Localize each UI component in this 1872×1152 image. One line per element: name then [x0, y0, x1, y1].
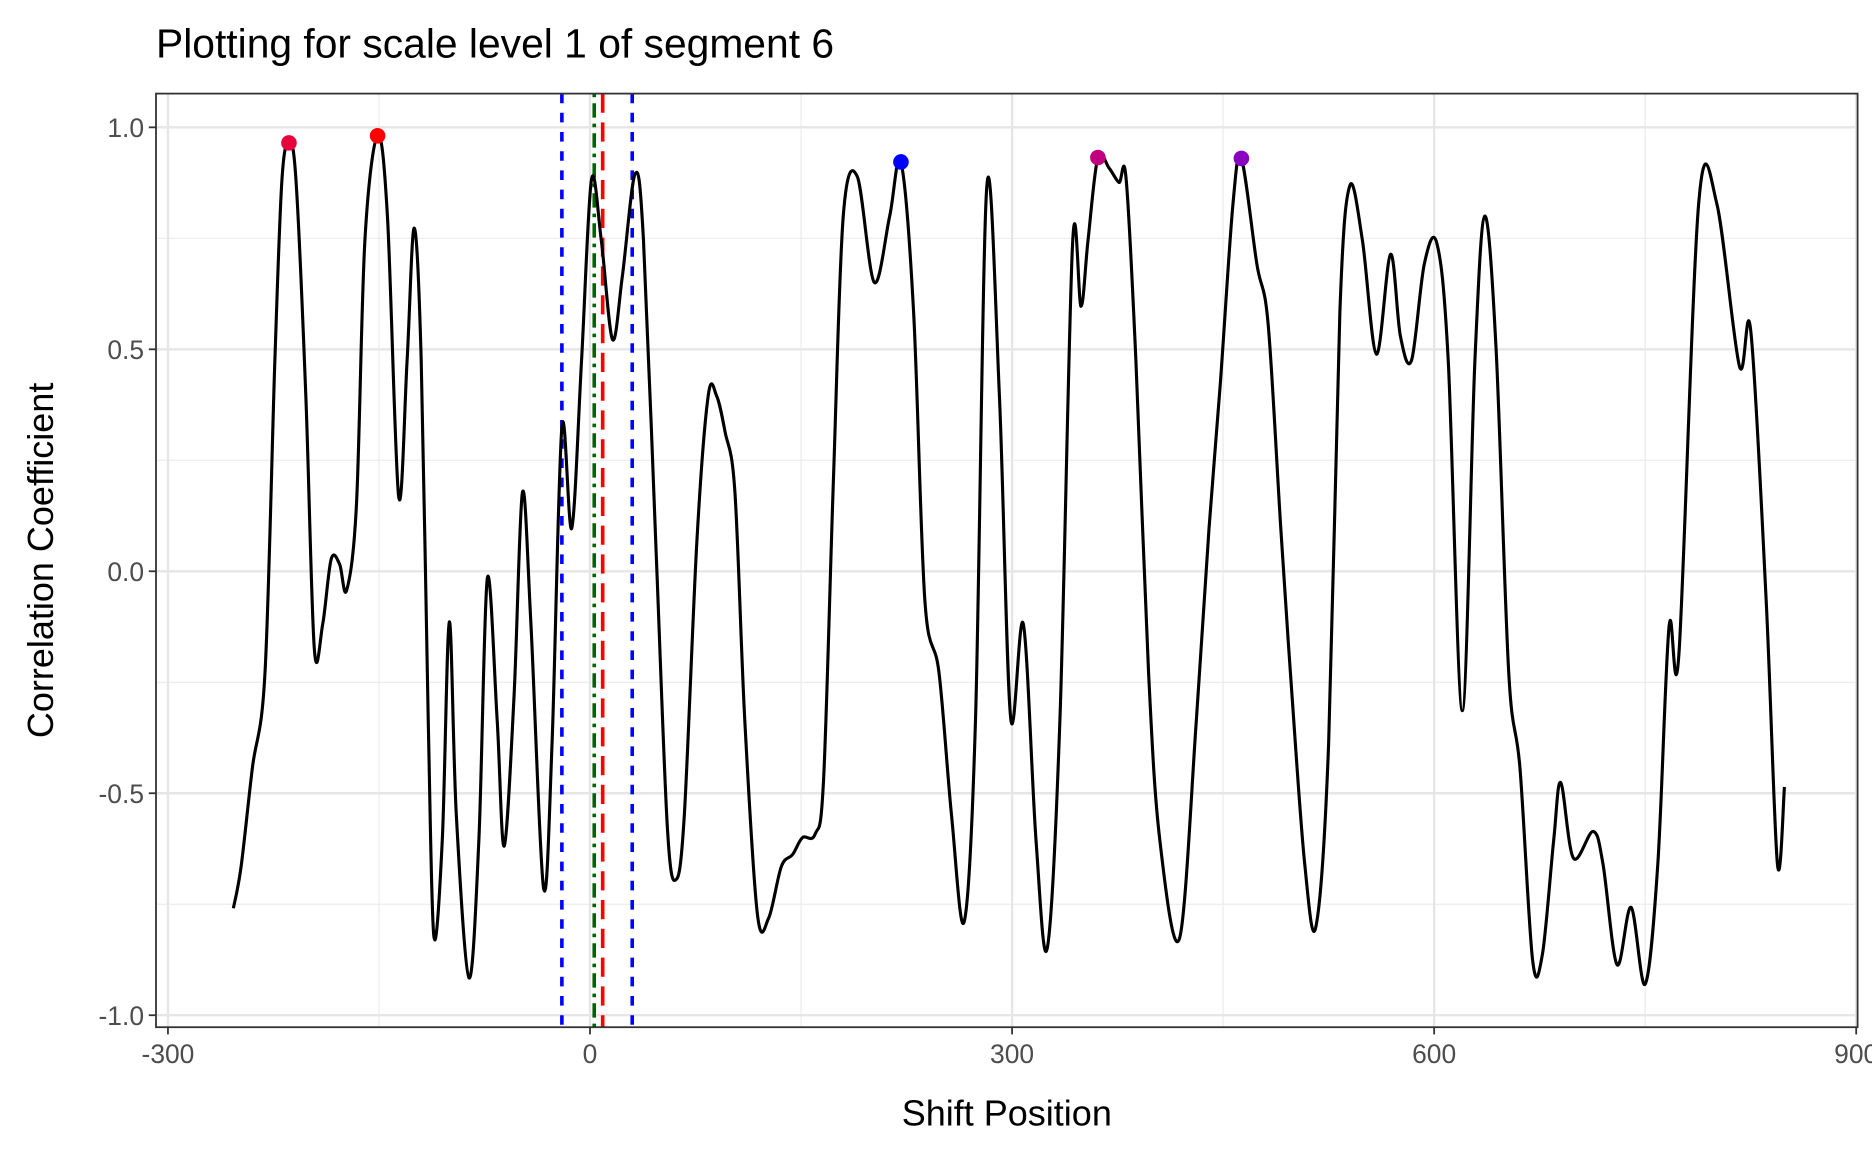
peak-point [1233, 150, 1250, 167]
peak-point [281, 135, 297, 151]
x-tick-label: 0 [583, 1039, 598, 1069]
x-tick-label: 300 [990, 1039, 1034, 1069]
x-tick-label: -300 [142, 1039, 195, 1069]
chart-title: Plotting for scale level 1 of segment 6 [156, 21, 834, 67]
y-tick-label: 1.0 [107, 113, 144, 143]
y-axis-title: Correlation Coefficient [20, 383, 61, 739]
data-line [231, 133, 1787, 986]
y-tick-label: -1.0 [99, 1001, 144, 1031]
panel-border [155, 92, 1859, 1029]
peak-point [893, 154, 909, 170]
peak-point [369, 127, 386, 144]
x-tick-label: 600 [1412, 1039, 1456, 1069]
y-tick-label: 0.0 [107, 557, 144, 587]
y-tick-label: 0.5 [107, 335, 144, 365]
peak-point [1090, 149, 1106, 166]
x-tick-label: 900 [1834, 1039, 1872, 1069]
x-axis-title: Shift Position [902, 1093, 1112, 1134]
y-tick-label: -0.5 [99, 779, 144, 809]
